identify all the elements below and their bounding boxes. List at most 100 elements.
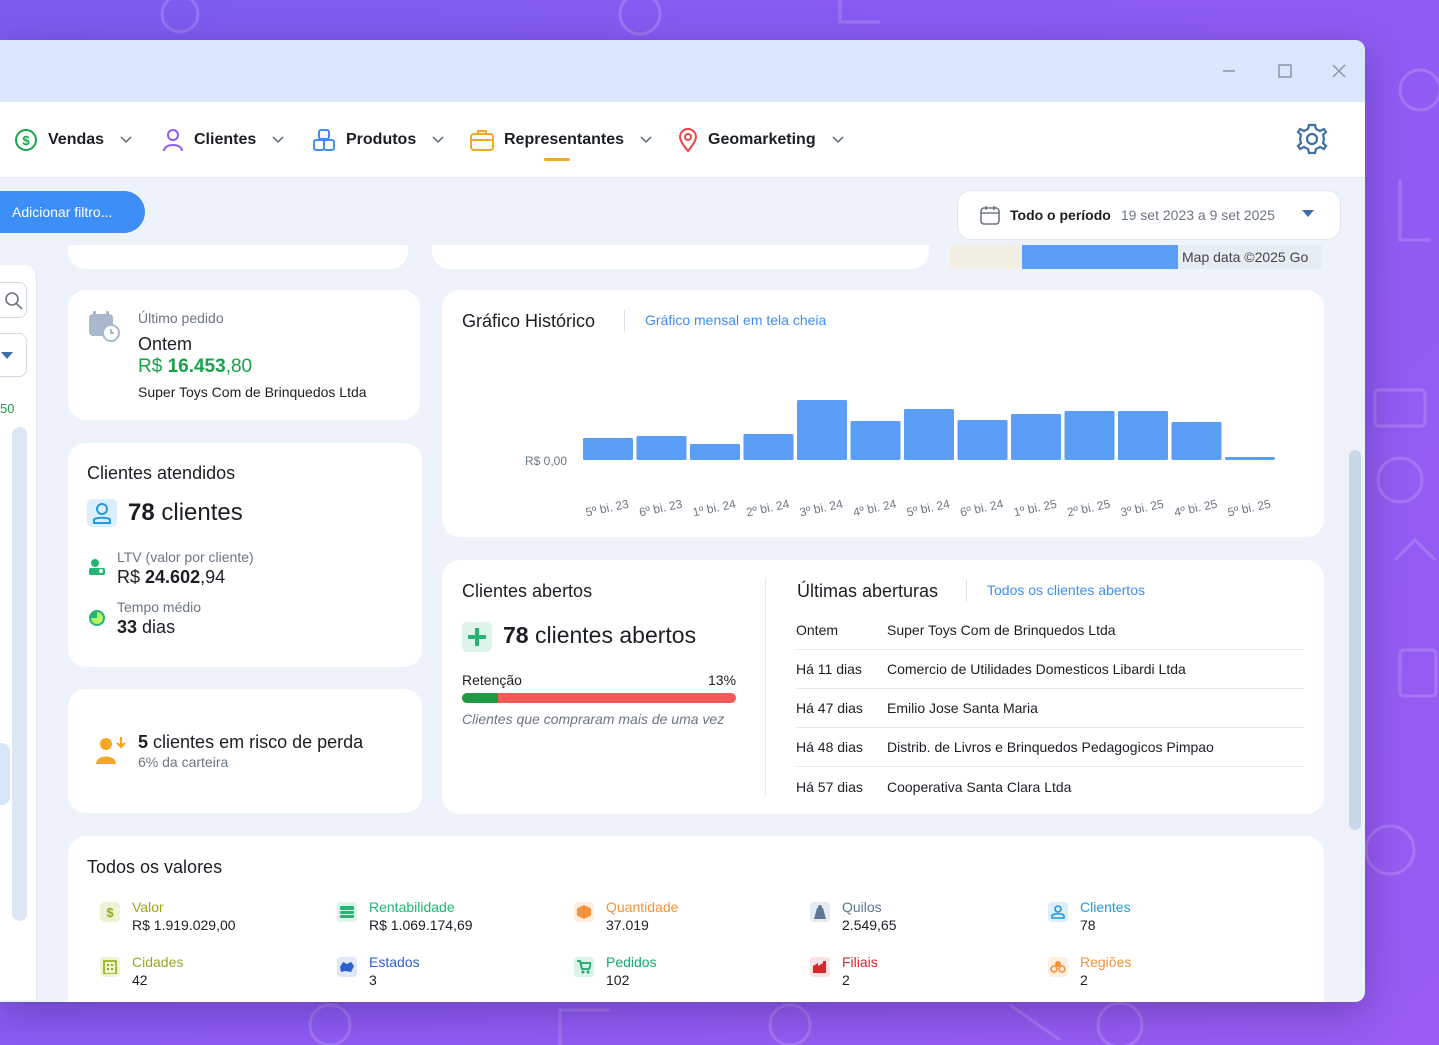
cart-icon xyxy=(574,957,594,977)
title-divider xyxy=(966,580,967,602)
chart-bar[interactable] xyxy=(1011,414,1061,460)
nav-vendas[interactable]: $ Vendas xyxy=(14,124,132,156)
side-selected-row[interactable] xyxy=(0,743,10,805)
chart-bar[interactable] xyxy=(1118,411,1168,460)
map-logo-area xyxy=(950,245,1022,269)
last-openings-title: Últimas aberturas xyxy=(797,581,939,601)
value-label: Estados xyxy=(369,954,420,970)
ltv-value: R$ 24.602,94 xyxy=(117,567,225,588)
period-selector[interactable]: Todo o período 19 set 2023 a 9 set 2025 xyxy=(957,190,1341,240)
x-tick-label: 2º bi. 24 xyxy=(745,497,791,520)
list-item[interactable]: Há 11 dias Comercio de Utilidades Domest… xyxy=(796,650,1304,689)
value-item-quilos[interactable]: Quilos 2.549,65 xyxy=(810,898,897,934)
opening-customer: Super Toys Com de Brinquedos Ltda xyxy=(887,622,1116,638)
nav-clientes[interactable]: Clientes xyxy=(162,124,284,156)
value-item-regioes[interactable]: Regiões 2 xyxy=(1048,953,1131,989)
value-item-estados[interactable]: Estados 3 xyxy=(337,953,420,989)
active-tab-indicator xyxy=(544,158,570,161)
last-order-amount: R$ 16.453,80 xyxy=(138,356,252,378)
chart-bar[interactable] xyxy=(797,400,847,460)
history-fullscreen-link[interactable]: Gráfico mensal em tela cheia xyxy=(645,312,827,328)
value-item-quantidade[interactable]: Quantidade 37.019 xyxy=(574,898,678,934)
value-item-rentabilidade[interactable]: Rentabilidade R$ 1.069.174,69 xyxy=(337,898,473,934)
chart-bar[interactable] xyxy=(1225,457,1275,460)
period-range: 19 set 2023 a 9 set 2025 xyxy=(1120,207,1275,223)
map-preview[interactable]: Map data ©2025 Go xyxy=(950,245,1322,269)
retention-value: 13% xyxy=(708,672,737,688)
value-amount: 37.019 xyxy=(606,917,649,933)
side-search-box[interactable] xyxy=(0,282,27,318)
risk-text: 5 clientes em risco de perda xyxy=(138,732,363,753)
nav-representantes-label: Representantes xyxy=(504,131,625,148)
value-item-clientes[interactable]: Clientes 78 xyxy=(1048,898,1131,934)
settings-button[interactable] xyxy=(1295,122,1329,156)
list-item[interactable]: Há 47 dias Emilio Jose Santa Maria xyxy=(796,689,1304,728)
building-icon xyxy=(100,957,120,977)
chart-bar[interactable] xyxy=(636,436,687,460)
weight-icon xyxy=(810,902,830,922)
ltv-int: 24.602 xyxy=(145,567,201,587)
x-tick-label: 3º bi. 25 xyxy=(1119,497,1165,520)
nav-produtos[interactable]: Produtos xyxy=(312,124,444,156)
side-select[interactable] xyxy=(0,333,27,377)
history-bar-chart[interactable]: R$ 0,00 5º bi. 23 6º bi. 23 1º bi. 24 2º bi… xyxy=(442,290,1324,537)
risk-card[interactable]: 5 clientes em risco de perda 6% da carte… xyxy=(68,689,422,813)
ltv-icon xyxy=(89,559,105,575)
chart-bar[interactable] xyxy=(904,409,954,460)
chart-bar[interactable] xyxy=(850,421,901,460)
page-scrollbar[interactable] xyxy=(1349,450,1361,830)
value-label: Quilos xyxy=(842,899,882,915)
close-button[interactable] xyxy=(1326,58,1352,84)
history-chart-card: Gráfico Histórico Gráfico mensal em tela… xyxy=(442,290,1324,537)
ltv-dec: ,94 xyxy=(200,567,226,587)
side-scrollbar[interactable] xyxy=(12,427,27,921)
last-order-customer[interactable]: Super Toys Com de Brinquedos Ltda xyxy=(138,384,367,400)
opening-customer: Cooperativa Santa Clara Ltda xyxy=(887,778,1072,795)
map-pin-icon xyxy=(678,128,698,152)
title-bar xyxy=(0,40,1365,102)
chart-bar[interactable] xyxy=(583,438,633,460)
list-item[interactable]: Há 57 dias Cooperativa Santa Clara Ltda xyxy=(796,767,1304,806)
maximize-button[interactable] xyxy=(1272,58,1298,84)
plus-icon xyxy=(468,628,486,646)
nav-representantes[interactable]: Representantes xyxy=(470,124,652,156)
x-tick-label: 5º bi. 25 xyxy=(1226,497,1272,520)
value-item-cidades[interactable]: Cidades 42 xyxy=(100,953,183,989)
minimize-button[interactable] xyxy=(1216,58,1242,84)
list-item[interactable]: Ontem Super Toys Com de Brinquedos Ltda xyxy=(796,611,1304,650)
all-open-clients-link[interactable]: Todos os clientes abertos xyxy=(987,582,1145,598)
nav-geomarketing[interactable]: Geomarketing xyxy=(678,124,844,156)
value-item-filiais[interactable]: Filiais 2 xyxy=(810,953,878,989)
value-label: Rentabilidade xyxy=(369,899,455,915)
value-amount: 2 xyxy=(842,972,850,988)
chart-bar[interactable] xyxy=(743,434,794,460)
open-clients-unit: clientes abertos xyxy=(534,622,697,648)
nav-geomarketing-label: Geomarketing xyxy=(708,131,816,148)
ltv-label: LTV (valor por cliente) xyxy=(117,549,254,565)
caret-down-icon xyxy=(1302,210,1314,217)
open-clients-card: Clientes abertos 78 clientes abertos Ret… xyxy=(442,560,1324,814)
box-icon xyxy=(574,902,594,922)
svg-text:$: $ xyxy=(22,133,30,148)
y-tick-label: R$ 0,00 xyxy=(525,454,567,468)
opening-customer: Distrib. de Livros e Brinquedos Pedagogi… xyxy=(887,739,1214,755)
add-filter-button[interactable]: Adicionar filtro... xyxy=(0,191,145,233)
last-order-label: Último pedido xyxy=(138,310,224,326)
plus-icon-bg xyxy=(462,622,492,652)
retention-bar xyxy=(462,693,736,703)
value-item-pedidos[interactable]: Pedidos 102 xyxy=(574,953,657,989)
value-label: Regiões xyxy=(1080,954,1132,970)
x-tick-label: 1º bi. 25 xyxy=(1012,497,1058,520)
all-values-title: Todos os valores xyxy=(87,857,223,877)
chart-bar[interactable] xyxy=(957,420,1008,460)
map-scale-bar xyxy=(1022,245,1178,269)
retention-label: Retenção xyxy=(462,672,522,688)
map-region-icon xyxy=(337,957,357,977)
user-icon xyxy=(93,503,111,524)
list-item[interactable]: Há 48 dias Distrib. de Livros e Brinqued… xyxy=(796,728,1304,767)
chart-bar[interactable] xyxy=(1171,422,1222,460)
chart-bar[interactable] xyxy=(1064,411,1115,460)
value-item-valor[interactable]: $ Valor R$ 1.919.029,00 xyxy=(100,898,236,934)
chart-bar[interactable] xyxy=(690,444,740,460)
